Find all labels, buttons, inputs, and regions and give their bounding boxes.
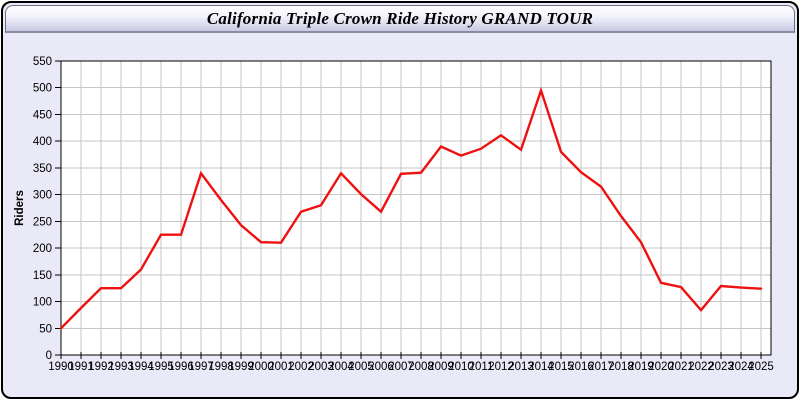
x-tick-label: 1995	[148, 361, 174, 373]
y-tick-label: 250	[33, 216, 52, 228]
x-tick-label: 1998	[208, 361, 234, 373]
x-tick-label: 2003	[308, 361, 334, 373]
x-tick-label: 2015	[548, 361, 574, 373]
x-tick-label: 1991	[68, 361, 94, 373]
y-axis-title-group: Riders	[14, 190, 26, 226]
y-tick-label: 400	[33, 136, 52, 148]
x-tick-label: 1994	[128, 361, 154, 373]
x-tick-label: 2005	[348, 361, 374, 373]
x-tick-label: 1992	[88, 361, 114, 373]
x-tick-label: 2008	[408, 361, 434, 373]
x-tick-label: 2013	[508, 361, 534, 373]
x-tick-label: 1996	[168, 361, 194, 373]
y-tick-label: 150	[33, 270, 52, 282]
x-tick-label: 2020	[648, 361, 674, 373]
plot-background	[61, 61, 771, 355]
tick-marks	[55, 60, 762, 359]
x-tick-label: 2006	[368, 361, 394, 373]
y-axis-title: Riders	[14, 190, 26, 226]
x-tick-label: 2018	[608, 361, 634, 373]
y-tick-label: 100	[33, 297, 52, 309]
x-tick-label: 2014	[528, 361, 554, 373]
page-title: California Triple Crown Ride History GRA…	[206, 8, 594, 28]
x-tick-label: 2011	[469, 361, 494, 373]
x-tick-label: 1993	[108, 361, 134, 373]
y-tick-label: 200	[33, 243, 52, 255]
y-tick-label: 350	[33, 163, 52, 175]
x-tick-label: 2022	[688, 361, 714, 373]
x-tick-label: 1997	[188, 361, 214, 373]
x-tick-label: 2012	[488, 361, 514, 373]
x-tick-label: 2025	[748, 361, 774, 373]
x-tick-label: 2010	[448, 361, 474, 373]
x-tick-label: 2021	[668, 361, 694, 373]
ride-history-line-chart: 0501001502002503003504004505005501990199…	[14, 56, 774, 373]
x-tick-label: 2023	[708, 361, 734, 373]
x-tick-labels: 1990199119921993199419951996199719981999…	[48, 361, 774, 373]
x-tick-label: 1999	[228, 361, 254, 373]
y-tick-label: 0	[46, 350, 52, 362]
y-tick-labels: 0 50 100 150 200 250 300 350 400 450 500 550	[33, 56, 52, 362]
y-tick-label: 300	[33, 190, 52, 202]
x-tick-label: 1990	[48, 361, 74, 373]
axis-box	[60, 60, 772, 356]
y-tick-label: 500	[33, 83, 52, 95]
y-tick-label: 550	[33, 56, 52, 68]
x-tick-label: 2016	[568, 361, 594, 373]
gridlines	[61, 61, 771, 355]
y-tick-label: 450	[33, 109, 52, 121]
x-tick-label: 2002	[288, 361, 314, 373]
x-tick-label: 2007	[388, 361, 414, 373]
title-bar: California Triple Crown Ride History GRA…	[5, 5, 795, 33]
x-tick-label: 2009	[428, 361, 454, 373]
x-tick-label: 2001	[268, 361, 294, 373]
x-tick-label: 2000	[248, 361, 274, 373]
series	[59, 86, 763, 330]
y-tick-label: 50	[39, 323, 52, 335]
x-tick-label: 2024	[728, 361, 754, 373]
plot-area	[61, 61, 771, 355]
x-tick-label: 2019	[628, 361, 654, 373]
riders-series-line	[59, 86, 763, 330]
x-tick-label: 2004	[328, 361, 354, 373]
x-tick-label: 2017	[588, 361, 614, 373]
